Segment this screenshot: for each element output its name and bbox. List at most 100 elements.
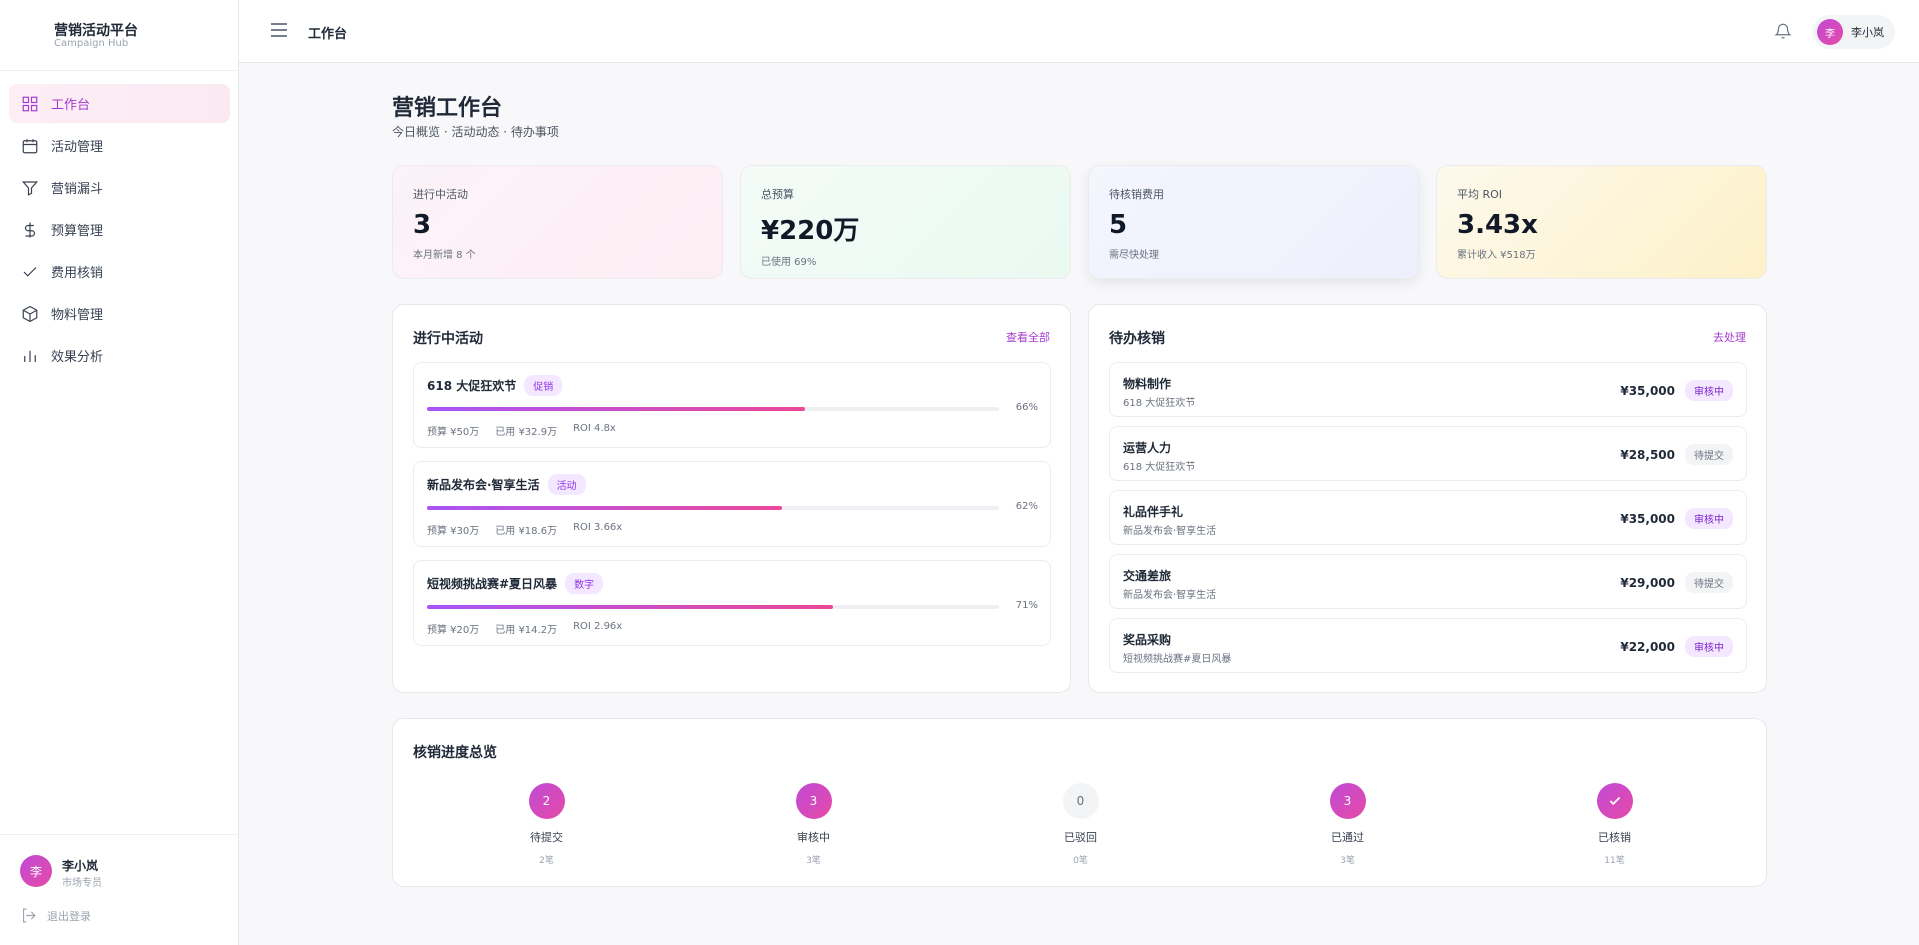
progress-track xyxy=(427,605,999,609)
step-note: 3笔 xyxy=(1340,856,1355,866)
meta-budget: 预算 ¥50万 xyxy=(427,427,480,438)
item-amount: ¥22,000 xyxy=(1620,639,1675,654)
campaign-tag: 促销 xyxy=(524,375,563,396)
nav-item[interactable]: 费用核销 xyxy=(9,252,230,291)
nav-item[interactable]: 效果分析 xyxy=(9,336,230,375)
progress-fill xyxy=(427,506,782,510)
header-user: 李小岚 xyxy=(1851,26,1884,39)
nav-label: 预算管理 xyxy=(51,224,104,239)
campaign-meta: 预算 ¥50万 已用 ¥32.9万 ROI 4.8x xyxy=(427,423,616,438)
nav-item[interactable]: 营销漏斗 xyxy=(9,168,230,207)
panel-title: 进行中活动 xyxy=(413,331,483,347)
campaign-name: 618 大促狂欢节 xyxy=(427,379,517,393)
nav-label: 效果分析 xyxy=(51,350,104,365)
step-count: 3 xyxy=(795,783,832,819)
item-sub: 新品发布会·智享生活 xyxy=(1123,590,1217,601)
nav-item[interactable]: 物料管理 xyxy=(9,294,230,333)
meta-used: 已用 ¥32.9万 xyxy=(495,427,558,438)
pending-item[interactable]: 礼品伴手礼 新品发布会·智享生活 ¥35,000 审核中 xyxy=(1109,490,1747,545)
logout-icon xyxy=(20,907,37,924)
campaign-name: 新品发布会·智享生活 xyxy=(427,478,540,492)
campaign-item[interactable]: 短视频挑战赛#夏日风暴 数字 71% 预算 ¥20万 已用 ¥14.2万 ROI 2.96… xyxy=(413,560,1051,646)
campaign-tag: 活动 xyxy=(547,474,586,495)
campaign-head: 新品发布会·智享生活 活动 xyxy=(427,474,586,495)
stat-value: 3.43x xyxy=(1457,210,1538,240)
nav-item[interactable]: 预算管理 xyxy=(9,210,230,249)
item-name: 运营人力 xyxy=(1123,441,1172,455)
progress-fill xyxy=(427,605,834,609)
pending-item[interactable]: 运营人力 618 大促狂欢节 ¥28,500 待提交 xyxy=(1109,426,1747,481)
item-amount: ¥35,000 xyxy=(1620,511,1675,526)
nav-icon xyxy=(21,347,39,365)
stat-value: 5 xyxy=(1109,210,1128,240)
header-avatar: 李 xyxy=(1817,19,1843,45)
page-title: 营销工作台 xyxy=(392,96,503,121)
step-note: 3笔 xyxy=(806,856,821,866)
step-note: 2笔 xyxy=(539,856,554,866)
logout[interactable]: 退出登录 xyxy=(20,907,91,924)
sidebar: 营销活动平台 Campaign Hub 工作台 活动管理 营销漏斗 预算管理 费用核销 物料管… xyxy=(0,0,239,945)
progress-label: 62% xyxy=(1015,501,1038,512)
pending-panel: 待办核销 去处理物料制作 618 大促狂欢节 ¥35,000 审核中 运营人力 618 大促… xyxy=(1088,304,1767,693)
stat-note: 已使用 69% xyxy=(761,257,817,268)
step: 已核销 11笔 xyxy=(1481,783,1748,866)
step-count: 3 xyxy=(1329,783,1366,819)
nav-label: 物料管理 xyxy=(51,308,104,323)
item-sub: 新品发布会·智享生活 xyxy=(1123,526,1217,537)
panel-title: 核销进度总览 xyxy=(413,745,497,761)
item-right: ¥35,000 审核中 xyxy=(1620,380,1733,401)
campaign-item[interactable]: 618 大促狂欢节 促销 66% 预算 ¥50万 已用 ¥32.9万 ROI 4.8x xyxy=(413,362,1051,448)
nav-icon xyxy=(21,137,39,155)
stat-card: 总预算 ¥220万 已使用 69% xyxy=(740,165,1071,279)
menu-button[interactable] xyxy=(270,22,288,42)
meta-used: 已用 ¥14.2万 xyxy=(495,625,558,636)
header: 工作台 李李小岚 xyxy=(239,0,1919,63)
campaign-head: 短视频挑战赛#夏日风暴 数字 xyxy=(427,573,604,594)
nav-icon xyxy=(21,263,39,281)
item-amount: ¥29,000 xyxy=(1620,575,1675,590)
meta-roi: ROI 4.8x xyxy=(573,423,616,434)
item-name: 物料制作 xyxy=(1123,377,1172,391)
campaign-tag: 数字 xyxy=(565,573,604,594)
meta-used: 已用 ¥18.6万 xyxy=(495,526,558,537)
panel-link[interactable]: 查看全部 xyxy=(1006,331,1050,344)
progress-track xyxy=(427,506,999,510)
campaign-meta: 预算 ¥30万 已用 ¥18.6万 ROI 3.66x xyxy=(427,522,622,537)
pending-item[interactable]: 奖品采购 短视频挑战赛#夏日风暴 ¥22,000 审核中 xyxy=(1109,618,1747,673)
pending-item[interactable]: 物料制作 618 大促狂欢节 ¥35,000 审核中 xyxy=(1109,362,1747,417)
nav-label: 营销漏斗 xyxy=(51,182,104,197)
nav-icon xyxy=(21,95,39,113)
nav-item[interactable]: 活动管理 xyxy=(9,126,230,165)
nav-icon xyxy=(21,179,39,197)
campaign-meta: 预算 ¥20万 已用 ¥14.2万 ROI 2.96x xyxy=(427,621,622,636)
user-name: 李小岚 xyxy=(62,859,99,873)
step-label: 已核销 xyxy=(1598,831,1631,844)
stat-note: 累计收入 ¥518万 xyxy=(1457,250,1536,261)
stat-card: 平均 ROI 3.43x 累计收入 ¥518万 xyxy=(1436,165,1767,279)
nav-item[interactable]: 工作台 xyxy=(9,84,230,123)
item-right: ¥28,500 待提交 xyxy=(1620,444,1733,465)
user-role: 市场专员 xyxy=(62,878,102,889)
item-right: ¥22,000 审核中 xyxy=(1620,636,1733,657)
user-avatar: 李 xyxy=(20,855,52,887)
step-check xyxy=(1596,783,1633,819)
campaign-item[interactable]: 新品发布会·智享生活 活动 62% 预算 ¥30万 已用 ¥18.6万 ROI 3.66x xyxy=(413,461,1051,547)
user-menu[interactable]: 李李小岚 xyxy=(1813,15,1895,49)
step-label: 待提交 xyxy=(530,831,563,844)
nav-label: 活动管理 xyxy=(51,140,104,155)
step-label: 已通过 xyxy=(1331,831,1364,844)
overview-panel: 核销进度总览 2 待提交 2笔 3 审核中 3笔 0 已驳回 0笔 3 已通过 3笔 已核销 11笔 xyxy=(392,718,1767,887)
step: 3 已通过 3笔 xyxy=(1214,783,1481,866)
bell[interactable] xyxy=(1774,21,1792,45)
nav-icon xyxy=(21,305,39,323)
panel-title: 待办核销 xyxy=(1109,331,1165,347)
item-status: 待提交 xyxy=(1685,572,1733,593)
meta-roi: ROI 2.96x xyxy=(573,621,623,632)
panel-link[interactable]: 去处理 xyxy=(1713,331,1746,344)
stat-value: 3 xyxy=(413,210,432,240)
item-status: 待提交 xyxy=(1685,444,1733,465)
pending-item[interactable]: 交通差旅 新品发布会·智享生活 ¥29,000 待提交 xyxy=(1109,554,1747,609)
divider xyxy=(0,834,238,835)
logout-label: 退出登录 xyxy=(47,909,91,923)
step-label: 审核中 xyxy=(797,831,830,844)
